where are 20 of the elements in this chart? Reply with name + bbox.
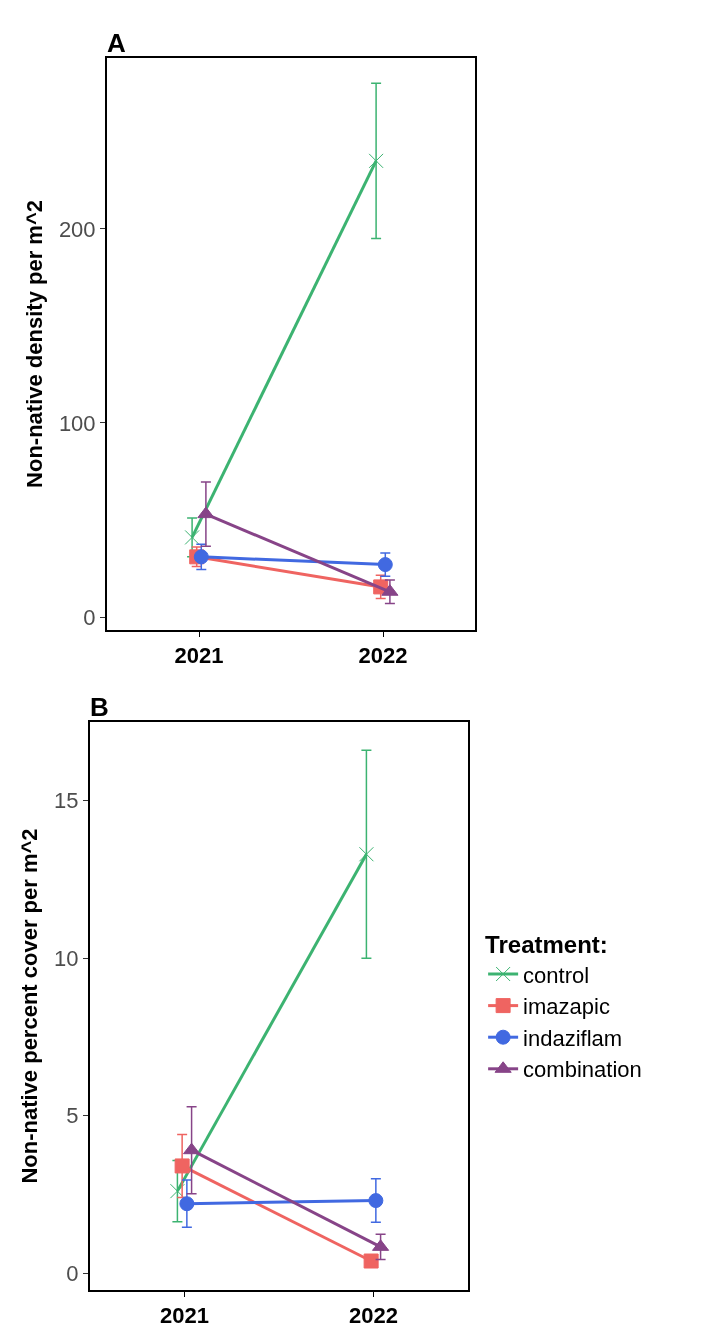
chart-title: B	[90, 692, 109, 722]
y-tick-label: 100	[58, 410, 96, 436]
legend-label: imazapic	[523, 994, 610, 1020]
y-tick-label: 200	[58, 216, 96, 242]
y-tick-label: 15	[54, 788, 79, 814]
legend-title: Treatment:	[485, 931, 608, 959]
y-tick-label: 0	[83, 604, 96, 630]
y-tick-label: 0	[66, 1260, 79, 1286]
y-axis-title: Non-native density per m^2	[22, 200, 48, 488]
y-axis-title: Non-native percent cover per m^2	[17, 828, 43, 1184]
y-tick-label: 10	[54, 945, 79, 971]
x-tick-label: 2022	[358, 643, 408, 669]
x-tick-label: 2021	[174, 643, 224, 669]
chart-title: A	[107, 28, 126, 58]
legend-label: combination	[523, 1057, 642, 1083]
x-tick-label: 2021	[160, 1303, 209, 1325]
legend-label: indaziflam	[523, 1025, 623, 1051]
x-tick-label: 2022	[349, 1303, 398, 1325]
legend-label: control	[523, 962, 590, 988]
y-tick-label: 5	[66, 1103, 79, 1129]
